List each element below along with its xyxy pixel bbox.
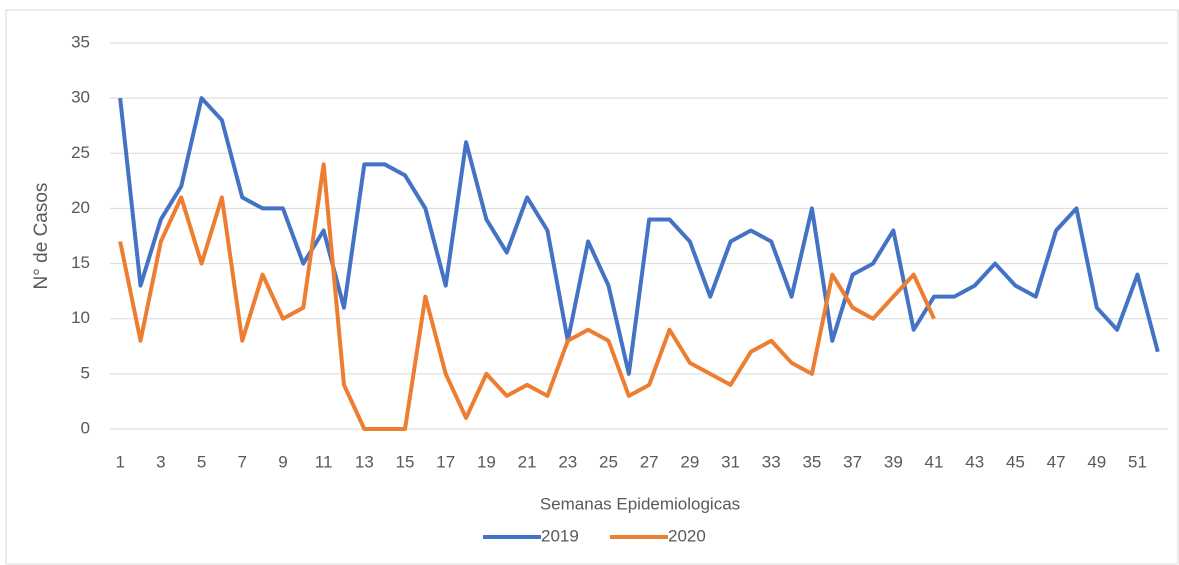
legend-label: 2019 xyxy=(541,526,579,545)
x-tick-label: 21 xyxy=(518,452,537,471)
y-tick-label: 10 xyxy=(71,308,90,327)
x-tick-label: 13 xyxy=(355,452,374,471)
x-tick-label: 27 xyxy=(640,452,659,471)
x-tick-label: 47 xyxy=(1047,452,1066,471)
y-tick-label: 25 xyxy=(71,143,90,162)
x-tick-label: 41 xyxy=(925,452,944,471)
x-axis-label: Semanas Epidemiologicas xyxy=(540,494,740,513)
y-tick-label: 0 xyxy=(81,418,90,437)
series-line xyxy=(118,162,936,431)
x-tick-label: 11 xyxy=(315,452,333,471)
x-tick-label: 43 xyxy=(965,452,984,471)
x-tick-label: 31 xyxy=(721,452,740,471)
y-tick-label: 30 xyxy=(71,88,90,107)
x-tick-label: 45 xyxy=(1006,452,1025,471)
x-tick-label: 7 xyxy=(238,452,247,471)
x-tick-label: 49 xyxy=(1087,452,1106,471)
y-tick-label: 5 xyxy=(81,363,90,382)
x-tick-label: 9 xyxy=(278,452,287,471)
y-tick-label: 35 xyxy=(71,32,90,51)
x-tick-label: 29 xyxy=(680,452,699,471)
x-tick-label: 15 xyxy=(396,452,415,471)
x-tick-label: 39 xyxy=(884,452,903,471)
y-tick-label: 20 xyxy=(71,198,90,217)
x-tick-label: 17 xyxy=(436,452,455,471)
x-tick-label: 37 xyxy=(843,452,862,471)
y-tick-label: 15 xyxy=(71,253,90,272)
series-line xyxy=(118,96,1160,376)
x-tick-label: 33 xyxy=(762,452,781,471)
x-tick-label: 25 xyxy=(599,452,618,471)
x-tick-label: 1 xyxy=(115,452,124,471)
x-tick-label: 51 xyxy=(1128,452,1147,471)
chart-border xyxy=(5,9,1179,565)
x-tick-label: 5 xyxy=(197,452,206,471)
x-tick-label: 19 xyxy=(477,452,496,471)
x-tick-label: 3 xyxy=(156,452,165,471)
legend-label: 2020 xyxy=(668,526,706,545)
x-tick-label: 35 xyxy=(802,452,821,471)
x-tick-label: 23 xyxy=(558,452,577,471)
y-axis-label: N° de Casos xyxy=(31,183,52,290)
